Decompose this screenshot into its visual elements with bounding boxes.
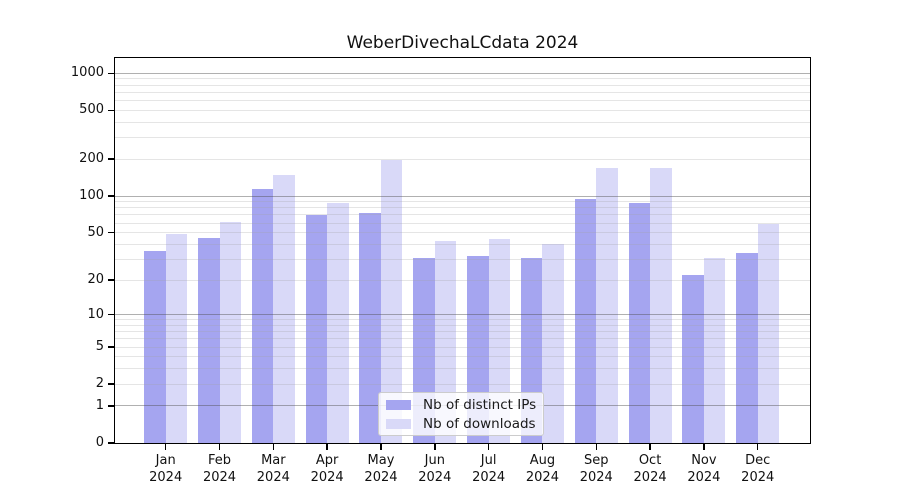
y-tick-mark [108, 158, 114, 160]
y-tick-label: 2 [95, 376, 104, 392]
y-tick-label: 20 [87, 272, 104, 288]
bar-sep-downloads [596, 167, 618, 443]
y-tick-mark [108, 346, 114, 348]
bar-mar-distinct-ips [251, 188, 274, 443]
legend-label-downloads: Nb of downloads [423, 415, 536, 432]
bar-may-downloads [380, 159, 403, 443]
y-tick-label: 5 [95, 339, 104, 355]
x-tick-label: Jan 2024 [134, 452, 198, 486]
bar-sep-distinct-ips [574, 198, 597, 443]
y-tick-label: 100 [79, 188, 104, 204]
bar-aug-downloads [542, 244, 564, 443]
legend-label-distinct-ips: Nb of distinct IPs [423, 396, 537, 413]
bar-may-distinct-ips [359, 213, 381, 443]
bar-feb-downloads [219, 222, 242, 443]
y-tick-label: 1 [95, 397, 104, 413]
x-tick-mark [595, 444, 597, 450]
bar-dec-downloads [757, 223, 780, 443]
y-tick-mark [108, 109, 114, 112]
bar-oct-distinct-ips [628, 202, 651, 443]
y-tick-label: 1000 [70, 65, 104, 81]
bar-nov-downloads [703, 257, 726, 443]
y-tick-label: 200 [79, 151, 104, 167]
bar-oct-downloads [650, 167, 672, 443]
x-tick-mark [434, 444, 436, 450]
x-tick-label-year: 2024 [149, 470, 183, 485]
x-tick-mark [272, 444, 275, 450]
y-tick-mark [108, 383, 114, 385]
x-tick-label-year: 2024 [256, 470, 290, 485]
bar-dec-distinct-ips [736, 252, 758, 443]
x-tick-mark [326, 444, 328, 450]
bar-jan-downloads [165, 233, 188, 443]
legend: Nb of distinct IPs Nb of downloads [378, 392, 544, 436]
y-tick-label: 0 [95, 435, 104, 450]
legend-row-downloads: Nb of downloads [386, 415, 536, 432]
bar-nov-distinct-ips [682, 275, 704, 443]
legend-swatch-distinct-ips [386, 399, 411, 410]
x-tick-mark [164, 444, 167, 450]
y-tick-mark [108, 231, 114, 234]
x-tick-label: Aug 2024 [510, 452, 574, 486]
bar-apr-distinct-ips [305, 214, 328, 443]
x-tick-mark [380, 444, 382, 450]
x-tick-label-year: 2024 [633, 470, 667, 485]
y-tick-label: 500 [79, 102, 104, 118]
y-tick-mark [108, 405, 114, 407]
bar-jan-distinct-ips [144, 251, 166, 443]
y-tick-mark [108, 72, 114, 75]
y-tick-mark [108, 313, 114, 316]
x-tick-mark [756, 444, 759, 450]
y-tick-mark [108, 442, 114, 444]
x-tick-label: May 2024 [349, 452, 413, 486]
y-tick-label: 50 [87, 224, 104, 240]
chart-title: WeberDivechaLCdata 2024 [346, 33, 579, 53]
x-tick-label: Dec 2024 [726, 452, 790, 486]
x-tick-label: Mar 2024 [241, 452, 305, 486]
x-tick-mark [218, 444, 221, 450]
x-tick-label-year: 2024 [310, 470, 344, 485]
bar-mar-downloads [273, 175, 295, 443]
x-tick-label-year: 2024 [525, 470, 559, 485]
x-tick-label: Oct 2024 [618, 452, 682, 486]
x-tick-label: Jul 2024 [457, 452, 521, 486]
x-tick-label-year: 2024 [741, 470, 775, 485]
bar-apr-downloads [327, 202, 349, 443]
x-tick-label: Nov 2024 [672, 452, 736, 486]
x-tick-label: Sep 2024 [564, 452, 628, 486]
x-tick-label: Apr 2024 [295, 452, 359, 486]
x-tick-mark [703, 444, 705, 450]
bar-feb-distinct-ips [198, 238, 220, 443]
x-tick-label-year: 2024 [579, 470, 613, 485]
x-tick-label: Feb 2024 [188, 452, 252, 486]
y-tick-mark [108, 279, 114, 281]
x-tick-mark [541, 444, 544, 450]
x-tick-label-year: 2024 [364, 470, 398, 485]
x-tick-label-year: 2024 [418, 470, 452, 485]
x-tick-mark [487, 444, 490, 450]
x-tick-label-year: 2024 [687, 470, 721, 485]
legend-swatch-downloads [386, 418, 411, 429]
x-tick-label: Jun 2024 [403, 452, 467, 486]
x-tick-mark [649, 444, 651, 450]
y-tick-label: 10 [87, 306, 104, 322]
x-tick-label-year: 2024 [472, 470, 506, 485]
legend-row-distinct-ips: Nb of distinct IPs [386, 396, 537, 413]
x-tick-label-year: 2024 [202, 470, 237, 485]
y-tick-mark [108, 195, 114, 197]
